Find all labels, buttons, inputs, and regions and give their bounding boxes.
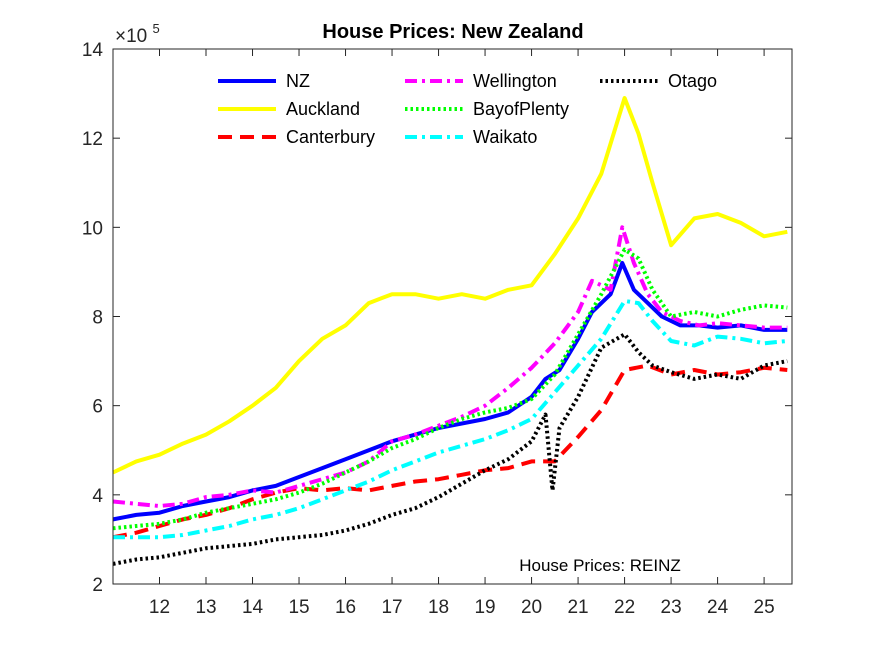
legend-label-bayofplenty: BayofPlenty bbox=[473, 99, 569, 119]
legend-label-auckland: Auckland bbox=[286, 99, 360, 119]
x-tick-label: 17 bbox=[381, 597, 402, 618]
y-tick-label: 10 bbox=[82, 218, 103, 239]
x-tick-label: 15 bbox=[288, 597, 309, 618]
series-line-bayofplenty bbox=[112, 247, 788, 531]
x-tick-label: 25 bbox=[754, 597, 775, 618]
y-tick-label: 6 bbox=[92, 397, 103, 418]
y-exponent-base: ×10 bbox=[115, 26, 147, 47]
x-tick-label: 16 bbox=[335, 597, 356, 618]
x-tick-label: 19 bbox=[474, 597, 495, 618]
y-exponent-power: 5 bbox=[153, 21, 160, 36]
series-line-waikato bbox=[113, 298, 788, 540]
legend-label-waikato: Waikato bbox=[473, 127, 537, 147]
legend-label-wellington: Wellington bbox=[473, 71, 557, 91]
x-tick-label: 24 bbox=[707, 597, 729, 618]
series-line-canterbury bbox=[112, 363, 788, 540]
series-layer bbox=[112, 96, 788, 566]
y-tick-label: 4 bbox=[92, 486, 103, 507]
legend-label-canterbury: Canterbury bbox=[286, 127, 375, 147]
x-tick-label: 13 bbox=[195, 597, 216, 618]
series-line-wellington bbox=[112, 225, 788, 508]
legend-label-nz: NZ bbox=[286, 71, 310, 91]
legend-label-otago: Otago bbox=[668, 71, 717, 91]
x-tick-label: 18 bbox=[428, 597, 449, 618]
x-tick-label: 14 bbox=[242, 597, 264, 618]
y-tick-label: 12 bbox=[82, 129, 103, 150]
x-tick-label: 21 bbox=[567, 597, 588, 618]
series-line-auckland bbox=[112, 96, 788, 475]
plot-area bbox=[113, 49, 792, 584]
chart-title: House Prices: New Zealand bbox=[322, 21, 583, 43]
source-annotation: House Prices: REINZ bbox=[519, 556, 681, 575]
x-tick-label: 23 bbox=[661, 597, 682, 618]
y-tick-label: 14 bbox=[82, 40, 104, 61]
y-tick-label: 8 bbox=[92, 308, 103, 329]
x-tick-label: 22 bbox=[614, 597, 635, 618]
y-exponent-label: ×10 5 bbox=[115, 21, 160, 47]
x-tick-label: 20 bbox=[521, 597, 542, 618]
y-tick-label: 2 bbox=[92, 575, 103, 596]
legend: NZ Auckland Canterbury Wellington BayofPlent… bbox=[218, 71, 717, 147]
x-tick-label: 12 bbox=[149, 597, 170, 618]
